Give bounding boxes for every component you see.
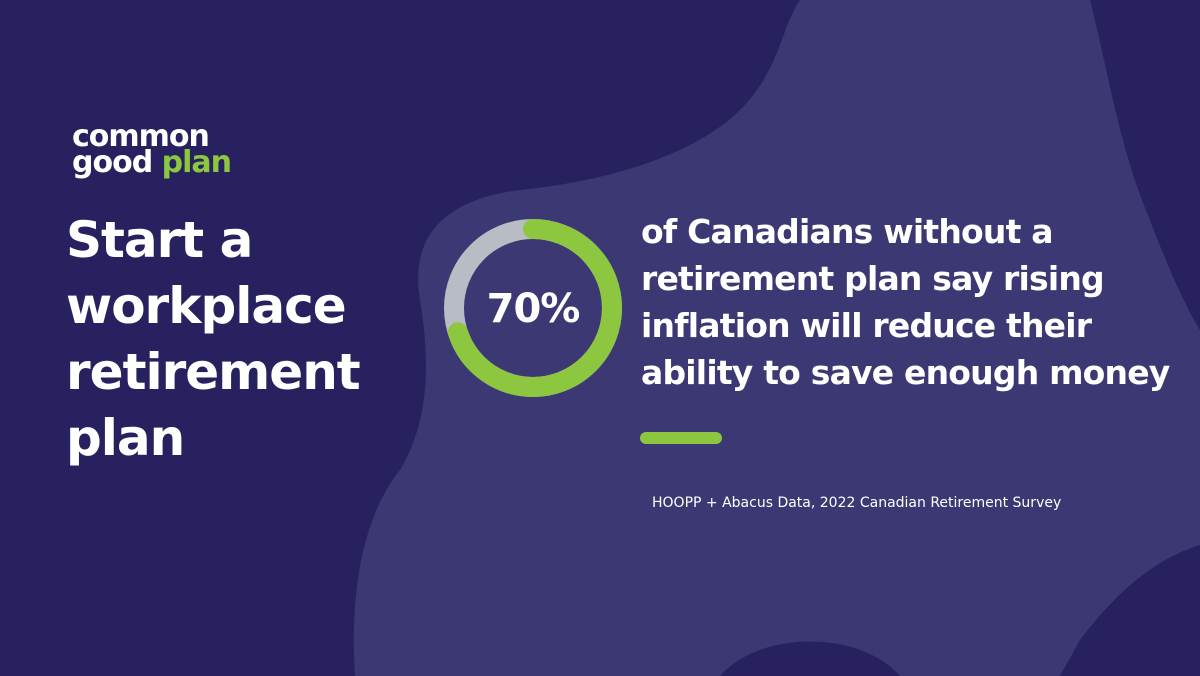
- statement-line: of Canadians without a: [641, 212, 1053, 251]
- headline: Start a workplace retirement plan: [66, 211, 361, 467]
- statement-line: inflation will reduce their: [641, 306, 1093, 345]
- logo-text: good plan: [72, 145, 231, 180]
- donut-arc: [444, 219, 622, 397]
- statement: of Canadians without a retirement plan sa…: [641, 212, 1171, 392]
- headline-line: workplace: [66, 277, 346, 335]
- donut-chart: 70%: [444, 219, 622, 397]
- headline-line: plan: [66, 409, 184, 467]
- headline-line: retirement: [66, 343, 360, 401]
- source: HOOPP + Abacus Data, 2022 Canadian Retir…: [652, 495, 1061, 511]
- statement-line: ability to save enough money: [641, 353, 1170, 392]
- logo-text: common: [72, 119, 209, 154]
- headline-line: Start a: [66, 211, 252, 269]
- background-blob: [353, 0, 1200, 676]
- logo-accent: plan: [162, 145, 231, 180]
- logo-text: good: [72, 145, 152, 180]
- statement-line: retirement plan say rising: [641, 259, 1104, 298]
- donut-label: 70%: [487, 286, 580, 332]
